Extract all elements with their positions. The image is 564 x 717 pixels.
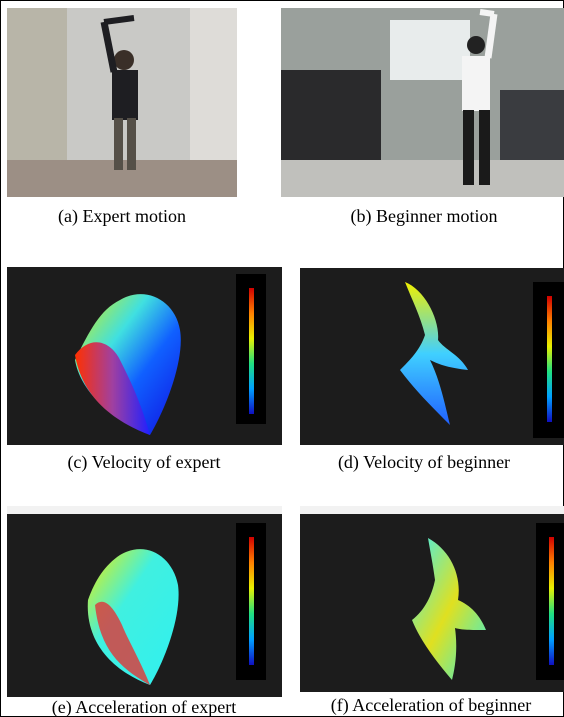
caption: (e) Acceleration of expert (52, 697, 236, 717)
photo-beginner (281, 8, 564, 197)
caption: (c) Velocity of expert (67, 452, 220, 473)
photo-expert (7, 8, 237, 197)
plot-acceleration-beginner (300, 506, 564, 692)
caption: (b) Beginner motion (351, 206, 498, 227)
caption: (f) Acceleration of beginner (331, 695, 531, 716)
caption: (a) Expert motion (58, 206, 186, 227)
plot-acceleration-expert (7, 506, 282, 697)
plot-velocity-expert (7, 267, 282, 445)
caption: (d) Velocity of beginner (338, 452, 510, 473)
figure: (a) Expert motion (b) Beginner motion (c… (0, 0, 564, 717)
plot-velocity-beginner (300, 268, 564, 445)
